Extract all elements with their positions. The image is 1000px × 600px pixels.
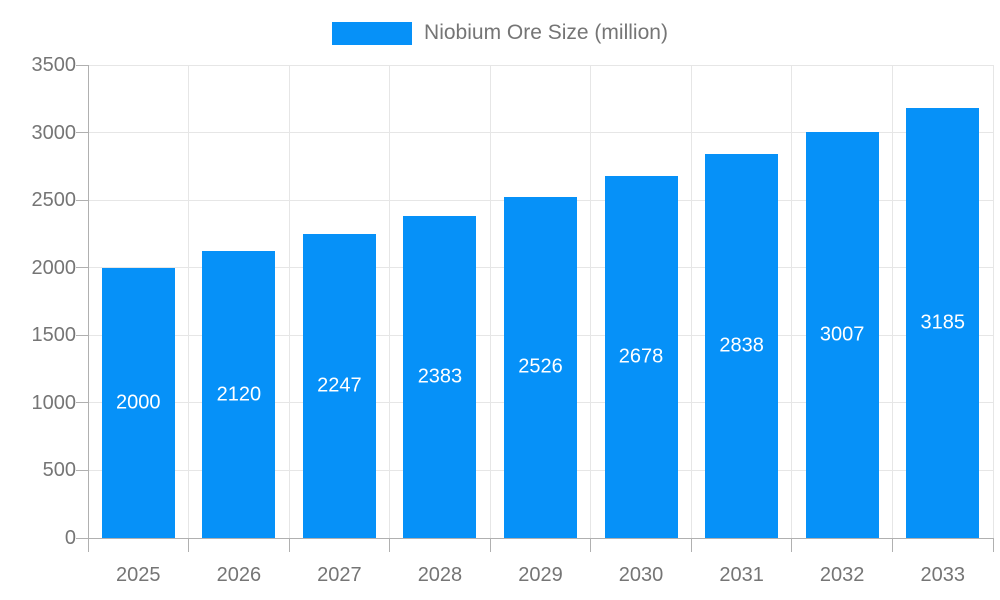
bar-value-label: 2383 <box>417 365 463 388</box>
y-axis-tick <box>76 537 88 539</box>
y-axis-line <box>87 65 89 538</box>
x-axis-tick <box>891 538 893 552</box>
y-axis-label: 3000 <box>31 121 77 144</box>
x-axis-label: 2028 <box>417 564 463 586</box>
bar-value-label: 2247 <box>317 374 362 397</box>
x-axis-label: 2030 <box>618 564 664 586</box>
legend-label: Niobium Ore Size (million) <box>424 21 668 44</box>
h-gridline <box>88 64 993 66</box>
y-axis-label: 0 <box>64 527 76 549</box>
x-axis-tick <box>489 538 491 552</box>
bar[interactable]: 2383 <box>403 215 477 538</box>
y-axis-label: 2500 <box>31 189 77 212</box>
y-axis-tick <box>76 469 88 471</box>
x-axis-tick <box>288 538 290 552</box>
v-gridline <box>489 65 491 538</box>
x-axis-tick <box>791 538 793 552</box>
x-axis-tick <box>992 538 994 552</box>
bar[interactable]: 3007 <box>805 131 879 538</box>
bar-value-label: 2000 <box>116 391 161 414</box>
y-axis-label: 500 <box>42 459 76 482</box>
x-axis-tick <box>188 538 190 552</box>
v-gridline <box>992 65 994 538</box>
bar[interactable]: 2120 <box>202 251 276 538</box>
x-axis-tick <box>389 538 391 552</box>
x-axis-tick <box>87 538 89 552</box>
v-gridline <box>791 65 793 538</box>
v-gridline <box>891 65 893 538</box>
bar-value-label: 2678 <box>618 345 664 368</box>
bar[interactable]: 2678 <box>604 176 678 538</box>
y-axis-label: 3500 <box>31 54 77 76</box>
x-axis-tick <box>690 538 692 552</box>
x-axis-tick <box>590 538 592 552</box>
y-axis-label: 2000 <box>31 256 77 279</box>
bar[interactable]: 3185 <box>906 107 980 538</box>
legend-swatch <box>332 21 413 45</box>
v-gridline <box>389 65 391 538</box>
v-gridline <box>288 65 290 538</box>
legend[interactable]: Niobium Ore Size (million) <box>0 16 1000 50</box>
v-gridline <box>590 65 592 538</box>
bar-value-label: 3185 <box>920 311 965 334</box>
x-axis-label: 2025 <box>116 564 161 586</box>
bar[interactable]: 2247 <box>302 234 376 538</box>
x-axis-label: 2029 <box>518 564 563 586</box>
y-axis-tick <box>76 64 88 66</box>
y-axis-label: 1500 <box>31 324 77 347</box>
x-axis-label: 2033 <box>920 564 965 586</box>
y-axis-tick <box>76 199 88 201</box>
x-axis-label: 2026 <box>216 564 262 586</box>
y-axis-tick <box>76 334 88 336</box>
x-axis-label: 2032 <box>819 564 865 586</box>
bar-value-label: 2526 <box>518 355 563 378</box>
x-axis-label: 2027 <box>317 564 362 586</box>
bar[interactable]: 2838 <box>705 154 779 538</box>
h-gridline <box>88 132 993 134</box>
bar[interactable]: 2000 <box>101 267 175 538</box>
y-axis-label: 1000 <box>31 391 77 414</box>
bar-value-label: 3007 <box>819 323 865 346</box>
y-axis-tick <box>76 402 88 404</box>
y-axis-tick <box>76 267 88 269</box>
bar-value-label: 2838 <box>719 334 764 357</box>
bar-value-label: 2120 <box>216 383 262 406</box>
bar[interactable]: 2526 <box>504 196 577 538</box>
x-axis-label: 2031 <box>719 564 764 586</box>
v-gridline <box>690 65 692 538</box>
y-axis-tick <box>76 132 88 134</box>
v-gridline <box>188 65 190 538</box>
x-axis-line <box>88 537 993 539</box>
